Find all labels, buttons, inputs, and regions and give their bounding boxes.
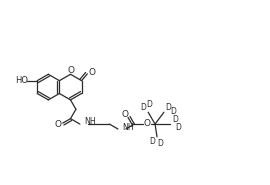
Text: HO: HO	[15, 76, 28, 85]
Text: D: D	[175, 122, 181, 132]
Text: O: O	[144, 119, 151, 128]
Text: D: D	[140, 103, 146, 112]
Text: D: D	[149, 137, 155, 146]
Text: D: D	[157, 139, 163, 148]
Text: O: O	[54, 120, 61, 129]
Text: D: D	[146, 100, 152, 109]
Text: O: O	[68, 66, 75, 75]
Text: D: D	[165, 103, 171, 112]
Text: D: D	[172, 115, 178, 124]
Text: D: D	[170, 107, 176, 116]
Text: NH: NH	[122, 123, 134, 132]
Text: O: O	[89, 68, 96, 77]
Text: NH: NH	[84, 117, 96, 126]
Text: O: O	[122, 110, 129, 119]
